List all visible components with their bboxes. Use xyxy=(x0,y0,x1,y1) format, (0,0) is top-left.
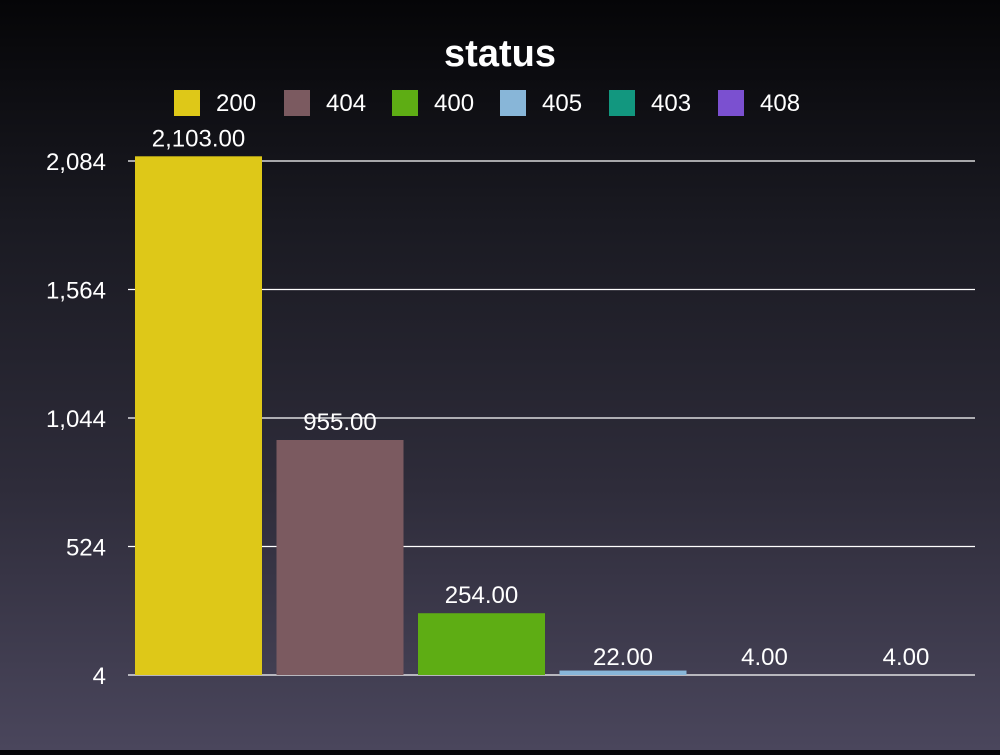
legend-item-408[interactable]: 408 xyxy=(718,90,800,117)
y-tick-label: 524 xyxy=(66,535,106,562)
y-tick-label: 4 xyxy=(93,663,106,690)
y-tick-label: 2,084 xyxy=(46,149,106,176)
legend-label: 408 xyxy=(760,90,800,117)
legend-swatch xyxy=(500,90,526,116)
legend-swatch xyxy=(718,90,744,116)
bar-400[interactable] xyxy=(418,613,545,675)
bars xyxy=(135,156,687,675)
bar-404[interactable] xyxy=(276,439,404,675)
legend-label: 400 xyxy=(434,90,474,117)
y-tick-label: 1,044 xyxy=(46,406,106,433)
chart-title: status xyxy=(444,33,556,75)
legend-swatch xyxy=(284,90,310,116)
bar-405[interactable] xyxy=(559,670,687,675)
data-label: 4.00 xyxy=(883,644,930,671)
legend-item-400[interactable]: 400 xyxy=(392,90,474,117)
data-labels: 2,103.00 955.00 254.00 22.00 4.00 4.00 xyxy=(152,125,930,671)
legend-swatch xyxy=(174,90,200,116)
data-label: 955.00 xyxy=(303,409,376,436)
legend-label: 403 xyxy=(651,90,691,117)
data-label: 22.00 xyxy=(593,644,653,671)
legend-label: 200 xyxy=(216,90,256,117)
legend-label: 405 xyxy=(542,90,582,117)
legend-item-200[interactable]: 200 xyxy=(174,90,256,117)
grid-lines xyxy=(128,160,975,676)
data-label: 4.00 xyxy=(741,644,788,671)
legend-swatch xyxy=(392,90,418,116)
y-axis: 4 524 1,044 1,564 2,084 xyxy=(46,149,106,690)
legend-item-403[interactable]: 403 xyxy=(609,90,691,117)
data-label: 2,103.00 xyxy=(152,125,245,152)
bar-200[interactable] xyxy=(135,156,262,675)
y-tick-label: 1,564 xyxy=(46,278,106,305)
legend-swatch xyxy=(609,90,635,116)
data-label: 254.00 xyxy=(445,582,518,609)
legend-item-405[interactable]: 405 xyxy=(500,90,582,117)
legend-item-404[interactable]: 404 xyxy=(284,90,366,117)
legend-label: 404 xyxy=(326,90,366,117)
legend: 200 404 400 405 403 408 xyxy=(174,90,800,117)
